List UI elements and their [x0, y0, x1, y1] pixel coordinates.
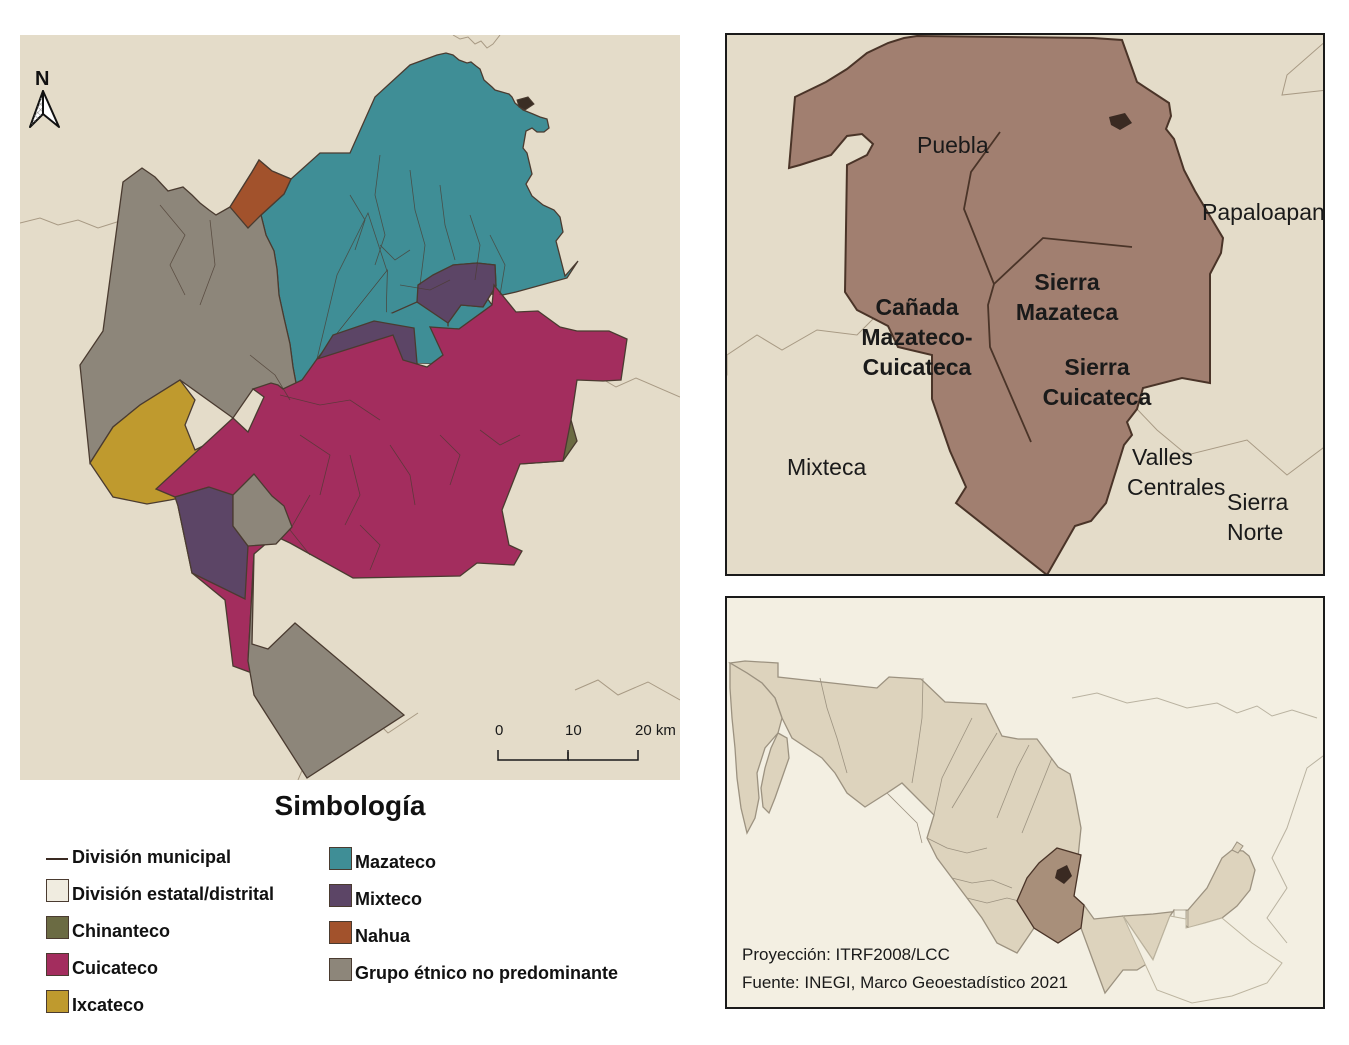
svg-text:Fuente: INEGI, Marco Geoestadí: Fuente: INEGI, Marco Geoestadístico 2021 — [742, 973, 1068, 992]
svg-text:Cuicateca: Cuicateca — [1043, 384, 1152, 410]
svg-text:Sierra: Sierra — [1227, 489, 1289, 515]
svg-text:Norte: Norte — [1227, 519, 1283, 545]
svg-text:Mazateco-: Mazateco- — [861, 324, 972, 350]
svg-text:Proyección: ITRF2008/LCC: Proyección: ITRF2008/LCC — [742, 945, 950, 964]
svg-text:Papaloapan: Papaloapan — [1202, 199, 1325, 225]
svg-text:Cañada: Cañada — [875, 294, 958, 320]
svg-text:Cuicateca: Cuicateca — [863, 354, 972, 380]
svg-text:Mazateca: Mazateca — [1016, 299, 1118, 325]
svg-text:10: 10 — [565, 722, 582, 739]
svg-text:0: 0 — [495, 722, 503, 739]
svg-text:Sierra: Sierra — [1064, 354, 1129, 380]
svg-text:Mixteca: Mixteca — [787, 454, 866, 480]
svg-text:Sierra: Sierra — [1034, 269, 1099, 295]
svg-text:Valles: Valles — [1132, 444, 1193, 470]
svg-text:20 km: 20 km — [635, 722, 676, 739]
svg-text:N: N — [35, 68, 49, 90]
svg-text:Centrales: Centrales — [1127, 474, 1225, 500]
svg-text:Puebla: Puebla — [917, 132, 989, 158]
